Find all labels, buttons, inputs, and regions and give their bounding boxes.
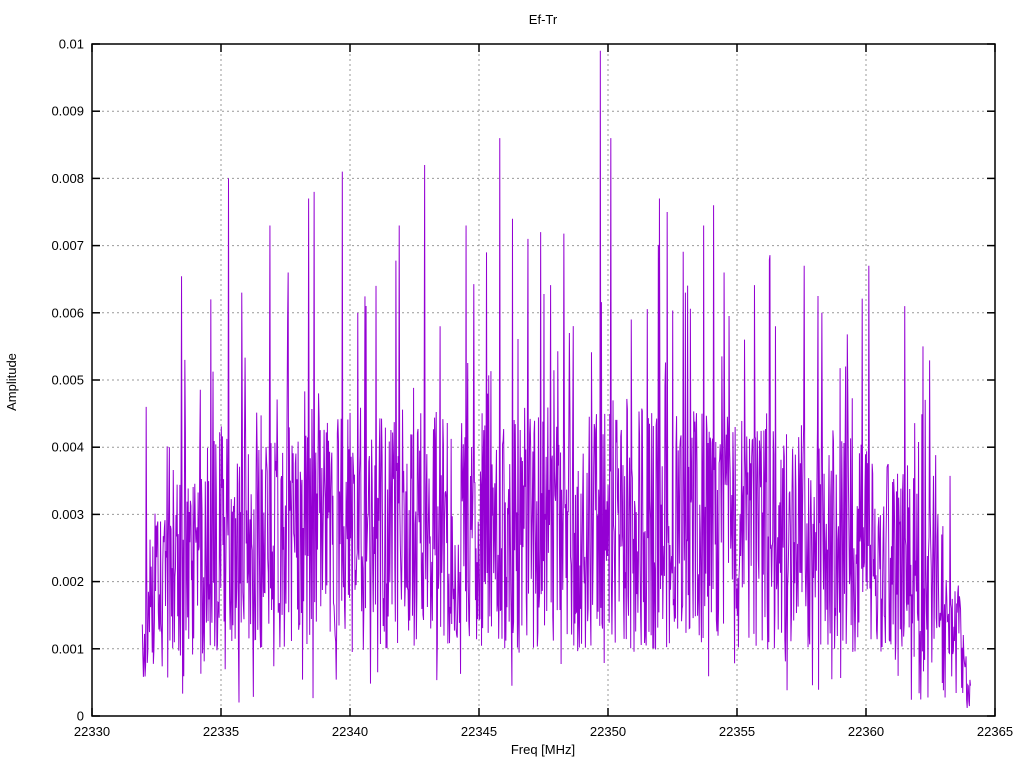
x-tick-label: 22355 (719, 724, 755, 739)
y-tick-label: 0.004 (51, 440, 84, 455)
y-tick-label: 0.008 (51, 171, 84, 186)
x-tick-label: 22335 (203, 724, 239, 739)
x-tick-label: 22340 (332, 724, 368, 739)
spectrum-line (141, 50, 971, 708)
y-tick-label: 0.006 (51, 305, 84, 320)
y-tick-label: 0.001 (51, 641, 84, 656)
y-tick-label: 0.009 (51, 104, 84, 119)
y-tick-label: 0.002 (51, 574, 84, 589)
spectrum-trace (141, 50, 971, 708)
x-tick-label: 22330 (74, 724, 110, 739)
x-tick-label: 22360 (848, 724, 884, 739)
axis-tick-marks (91, 43, 996, 717)
x-tick-label: 22365 (977, 724, 1013, 739)
y-tick-label: 0 (77, 709, 84, 724)
y-tick-label: 0.003 (51, 507, 84, 522)
x-tick-label: 22345 (461, 724, 497, 739)
y-tick-labels: 0 0.001 0.002 0.003 0.004 0.005 0.006 0.007 0.00… (51, 37, 84, 724)
x-tick-labels: 22330 22335 22340 22345 22350 22355 22360 22365 (74, 724, 1013, 739)
y-axis-label: Amplitude (4, 353, 19, 411)
chart-title: Ef-Tr (529, 12, 558, 27)
plot-border (91, 43, 996, 717)
x-axis-label: Freq [MHz] (511, 742, 575, 757)
y-tick-label: 0.005 (51, 373, 84, 388)
y-tick-label: 0.01 (59, 37, 84, 52)
x-tick-label: 22350 (590, 724, 626, 739)
y-tick-label: 0.007 (51, 238, 84, 253)
